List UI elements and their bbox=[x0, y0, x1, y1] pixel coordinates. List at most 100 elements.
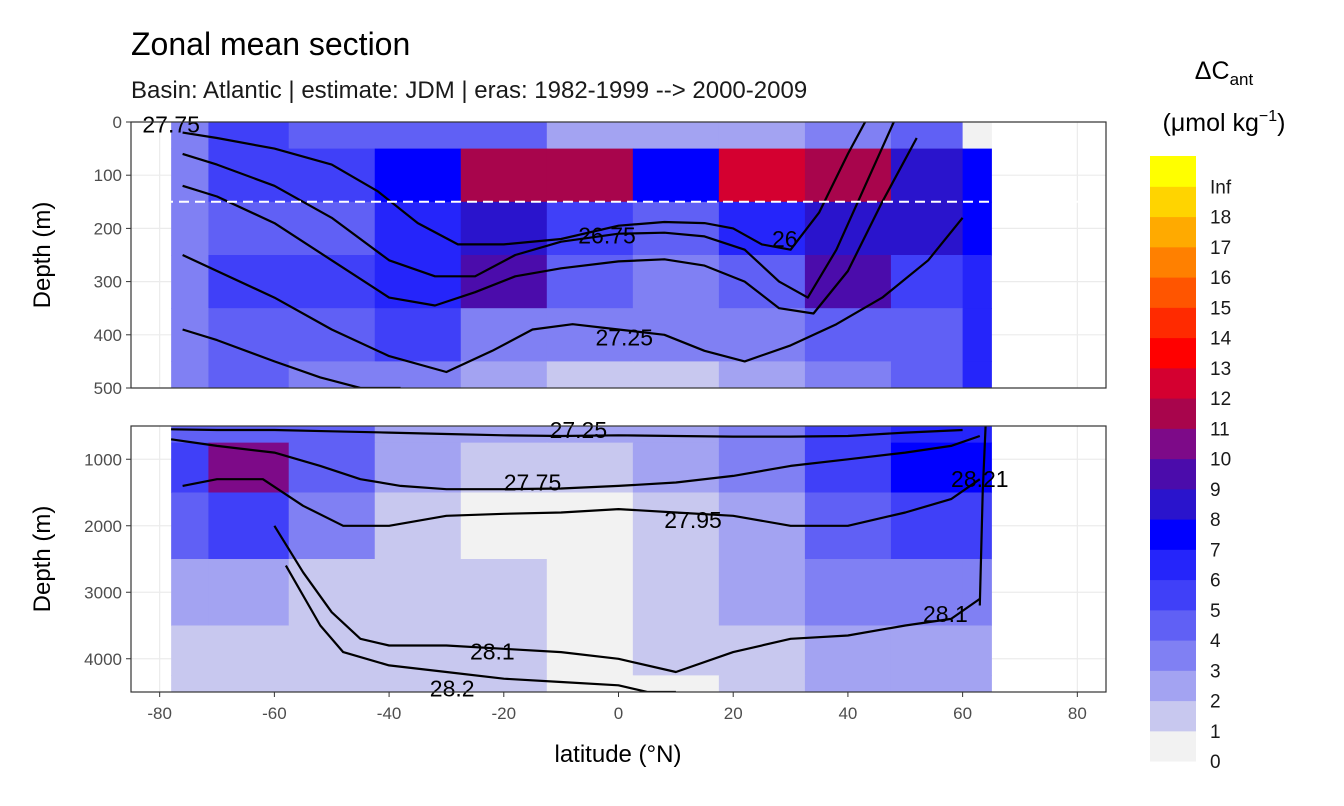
legend-label: 1 bbox=[1210, 722, 1221, 743]
legend-label: 7 bbox=[1210, 540, 1221, 561]
legend-swatch bbox=[1150, 519, 1196, 550]
heatmap-cell bbox=[632, 625, 720, 676]
heatmap-cell bbox=[890, 559, 964, 627]
heatmap-cell bbox=[171, 675, 210, 692]
y-axis-label-lower: Depth (m) bbox=[29, 506, 56, 613]
heatmap-cell bbox=[962, 492, 992, 560]
heatmap-cell bbox=[962, 675, 992, 692]
heatmap-cell bbox=[208, 201, 290, 256]
y-axis-label-upper: Depth (m) bbox=[29, 202, 56, 309]
heatmap-cell bbox=[546, 122, 634, 150]
contour-label: 26.75 bbox=[578, 222, 636, 248]
legend-label: 3 bbox=[1210, 661, 1221, 682]
heatmap-cell bbox=[632, 559, 720, 627]
upper-panel-border bbox=[130, 121, 1107, 389]
heatmap-cell bbox=[962, 255, 992, 309]
contour-label: 27.25 bbox=[595, 324, 653, 350]
lower-heatmap bbox=[171, 426, 992, 692]
x-tick-label: -20 bbox=[492, 704, 517, 723]
isopycnal-line bbox=[182, 217, 964, 374]
heatmap-cell bbox=[171, 255, 210, 309]
heatmap-cell bbox=[208, 308, 290, 362]
heatmap-cell bbox=[374, 148, 462, 203]
heatmap-cell bbox=[804, 675, 892, 692]
heatmap-cell bbox=[962, 625, 992, 676]
heatmap-cell bbox=[632, 492, 720, 560]
y-tick-label: 2000 bbox=[84, 517, 122, 536]
heatmap-cell bbox=[171, 625, 210, 676]
heatmap-cell bbox=[718, 148, 806, 203]
heatmap-cell bbox=[804, 426, 892, 444]
heatmap-cell bbox=[288, 255, 376, 309]
heatmap-cell bbox=[890, 308, 964, 362]
legend-label: 13 bbox=[1210, 359, 1231, 380]
y-tick-label: 4000 bbox=[84, 650, 122, 669]
legend-label: 0 bbox=[1210, 752, 1221, 773]
upper-isopycnals bbox=[182, 122, 964, 388]
legend-unit-suffix: ) bbox=[1277, 109, 1285, 137]
legend-swatch bbox=[1150, 246, 1196, 278]
legend-label: 12 bbox=[1210, 389, 1231, 410]
contour-label: 28.1 bbox=[923, 601, 968, 627]
isopycnal-line bbox=[273, 525, 981, 674]
x-axis-label: latitude (°N) bbox=[555, 741, 682, 768]
heatmap-cell bbox=[632, 255, 720, 309]
heatmap-cell bbox=[962, 308, 992, 362]
isopycnal-line bbox=[182, 137, 918, 315]
heatmap-cell bbox=[288, 426, 376, 444]
heatmap-cell bbox=[546, 255, 634, 309]
isopycnal-line bbox=[170, 434, 981, 491]
chart-title: Zonal mean section bbox=[131, 26, 410, 62]
legend-swatch bbox=[1150, 186, 1196, 218]
legend-label: 18 bbox=[1210, 208, 1231, 229]
y-tick-label: 400 bbox=[94, 326, 122, 345]
y-tick-label: 3000 bbox=[84, 583, 122, 602]
heatmap-cell bbox=[171, 492, 210, 560]
heatmap-cell bbox=[804, 442, 892, 494]
heatmap-cell bbox=[632, 442, 720, 494]
legend-label: 17 bbox=[1210, 238, 1231, 259]
heatmap-cell bbox=[890, 675, 964, 692]
heatmap-cell bbox=[288, 442, 376, 494]
legend-label: 6 bbox=[1210, 571, 1221, 592]
heatmap-cell bbox=[546, 148, 634, 203]
heatmap-cell bbox=[288, 625, 376, 676]
heatmap-cell bbox=[208, 492, 290, 560]
heatmap-cell bbox=[374, 675, 462, 692]
heatmap-cell bbox=[208, 255, 290, 309]
heatmap-cell bbox=[374, 308, 462, 362]
heatmap-cell bbox=[288, 559, 376, 627]
legend-swatch bbox=[1150, 367, 1196, 399]
heatmap-cell bbox=[208, 442, 290, 494]
legend-label: 11 bbox=[1210, 419, 1230, 440]
heatmap-cell bbox=[718, 675, 806, 692]
isopycnal-line bbox=[978, 426, 987, 606]
heatmap-cell bbox=[374, 361, 462, 388]
y-tick-label: 300 bbox=[94, 273, 122, 292]
legend-swatch bbox=[1150, 609, 1196, 641]
heatmap-cell bbox=[632, 308, 720, 362]
heatmap-cell bbox=[804, 361, 892, 388]
heatmap-cell bbox=[546, 442, 634, 494]
x-tick-label: -80 bbox=[147, 704, 172, 723]
chart-subtitle: Basin: Atlantic | estimate: JDM | eras: … bbox=[131, 77, 807, 104]
heatmap-cell bbox=[718, 625, 806, 676]
legend-title: ΔCant bbox=[1195, 57, 1254, 89]
legend-swatch bbox=[1150, 579, 1196, 611]
heatmap-cell bbox=[546, 201, 634, 256]
legend-unit-exp: −1 bbox=[1259, 108, 1277, 125]
contour-label: 28.1 bbox=[470, 638, 515, 664]
legend-swatch bbox=[1150, 337, 1196, 369]
legend-swatch bbox=[1150, 458, 1196, 490]
legend-label: 9 bbox=[1210, 480, 1221, 501]
heatmap-cell bbox=[718, 426, 806, 444]
heatmap-cell bbox=[171, 201, 210, 256]
isopycnal-line bbox=[284, 565, 676, 692]
x-tick-label: 0 bbox=[614, 704, 623, 723]
heatmap-cell bbox=[208, 625, 290, 676]
heatmap-cell bbox=[890, 492, 964, 560]
heatmap-cell bbox=[546, 308, 634, 362]
heatmap-cell bbox=[546, 361, 634, 388]
heatmap-cell bbox=[288, 361, 376, 388]
